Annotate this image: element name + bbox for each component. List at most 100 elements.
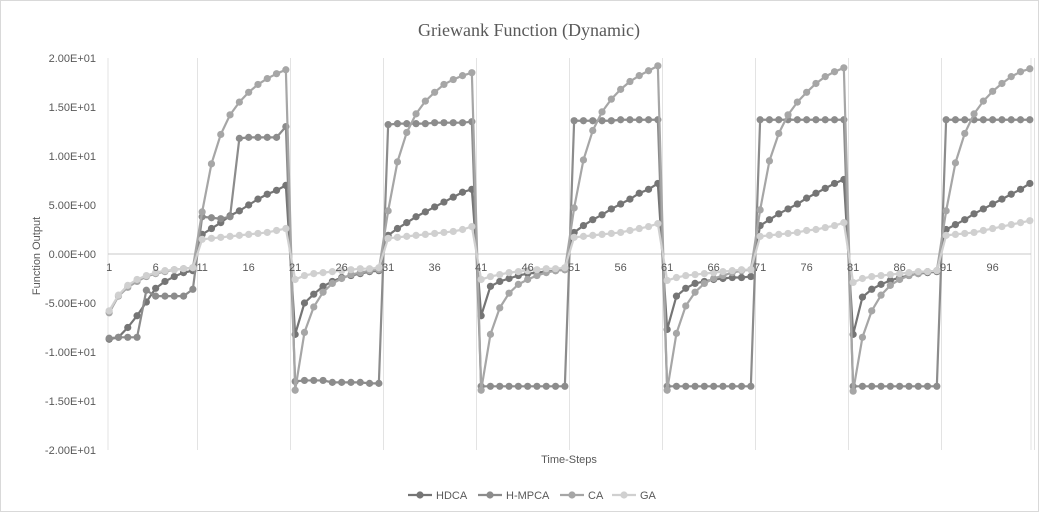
data-point-hdca	[989, 200, 997, 208]
data-point-ga	[347, 266, 355, 274]
data-point-h-mpca	[858, 382, 867, 390]
data-point-ca	[235, 98, 243, 106]
data-point-hdca	[747, 272, 755, 281]
data-point-ca	[263, 74, 271, 83]
data-point-ca	[849, 387, 857, 395]
data-point-hdca	[644, 185, 653, 193]
data-point-ca	[282, 66, 290, 74]
data-point-ga	[672, 273, 681, 282]
data-point-h-mpca	[235, 134, 243, 142]
data-point-h-mpca	[561, 382, 569, 390]
data-point-ga	[598, 230, 606, 238]
data-point-ca	[756, 206, 764, 214]
data-point-h-mpca	[533, 382, 541, 390]
data-point-ca	[1016, 68, 1025, 76]
data-point-ca	[217, 130, 225, 139]
data-point-h-mpca	[1026, 116, 1034, 124]
data-point-h-mpca	[328, 378, 336, 386]
data-point-ca	[514, 280, 522, 288]
x-tick-label: 56	[615, 262, 627, 274]
data-point-ga	[849, 278, 857, 287]
data-point-ca	[812, 79, 820, 88]
data-point-ca	[942, 207, 950, 215]
data-point-ga	[858, 274, 867, 283]
data-point-ga	[877, 271, 885, 280]
x-axis-label: Time-Steps	[541, 454, 597, 466]
data-point-hdca	[412, 213, 420, 221]
x-tick-label: 26	[336, 262, 348, 274]
data-point-hdca	[1007, 190, 1015, 198]
y-tick-label: 2.00E+01	[49, 53, 96, 65]
legend-swatch-marker	[416, 491, 424, 499]
y-tick-label: 1.50E+01	[49, 102, 96, 114]
data-point-h-mpca	[700, 382, 708, 390]
data-point-ga	[951, 230, 960, 238]
data-point-h-mpca	[951, 116, 960, 124]
data-point-h-mpca	[896, 382, 904, 390]
data-point-h-mpca	[431, 119, 439, 127]
data-point-ca	[896, 275, 904, 284]
data-point-ga	[254, 229, 262, 238]
data-point-hdca	[672, 292, 681, 300]
legend-label: GA	[640, 490, 657, 502]
series-group	[105, 62, 1034, 395]
data-point-hdca	[393, 224, 402, 233]
data-point-ga	[589, 231, 597, 239]
data-point-ca	[663, 386, 671, 394]
data-point-ca	[505, 289, 513, 297]
data-point-hdca	[300, 299, 309, 307]
data-point-hdca	[421, 208, 429, 216]
data-point-hdca	[124, 323, 132, 332]
data-point-ga	[505, 269, 513, 277]
data-point-h-mpca	[142, 286, 150, 294]
data-point-hdca	[486, 282, 495, 290]
data-point-hdca	[319, 282, 327, 290]
x-tick-label: 21	[289, 262, 301, 274]
data-point-h-mpca	[570, 117, 578, 125]
data-point-ca	[868, 307, 876, 315]
data-point-hdca	[626, 195, 634, 203]
data-point-h-mpca	[1007, 116, 1015, 124]
data-point-h-mpca	[710, 382, 718, 390]
data-point-ga	[356, 265, 364, 273]
data-point-ga	[524, 267, 532, 275]
y-tick-label: -1.00E+01	[45, 347, 96, 359]
data-point-ga	[431, 229, 439, 238]
data-point-ga	[691, 270, 699, 279]
data-point-ga	[1016, 219, 1025, 227]
data-point-ga	[105, 307, 113, 315]
data-point-ca	[970, 110, 978, 118]
data-point-ca	[793, 98, 801, 106]
data-point-ga	[235, 231, 243, 239]
data-point-h-mpca	[886, 382, 894, 390]
data-point-hdca	[765, 216, 774, 224]
data-point-ca	[840, 64, 848, 72]
data-point-h-mpca	[682, 382, 690, 390]
x-tick-label: 51	[568, 262, 580, 274]
data-point-ca	[858, 333, 867, 341]
data-point-ca	[468, 69, 476, 77]
data-point-ca	[440, 80, 448, 89]
x-tick-label: 11	[196, 262, 207, 274]
data-point-ga	[319, 269, 327, 277]
data-point-h-mpca	[598, 117, 606, 125]
data-point-hdca	[784, 205, 792, 213]
data-point-hdca	[207, 224, 216, 233]
data-point-h-mpca	[133, 333, 141, 341]
data-point-ga	[1007, 221, 1015, 229]
data-point-h-mpca	[505, 382, 513, 390]
data-point-h-mpca	[607, 117, 615, 125]
data-point-h-mpca	[737, 382, 746, 390]
data-point-hdca	[775, 210, 783, 218]
data-point-h-mpca	[170, 292, 178, 300]
x-tick-label: 41	[475, 262, 487, 274]
data-point-h-mpca	[542, 382, 550, 390]
data-point-ga	[663, 276, 671, 285]
x-tick-label: 36	[429, 262, 441, 274]
data-point-h-mpca	[338, 378, 346, 386]
data-point-hdca	[1026, 179, 1034, 188]
data-point-h-mpca	[942, 116, 950, 124]
data-point-h-mpca	[998, 116, 1006, 124]
data-point-hdca	[858, 293, 867, 301]
